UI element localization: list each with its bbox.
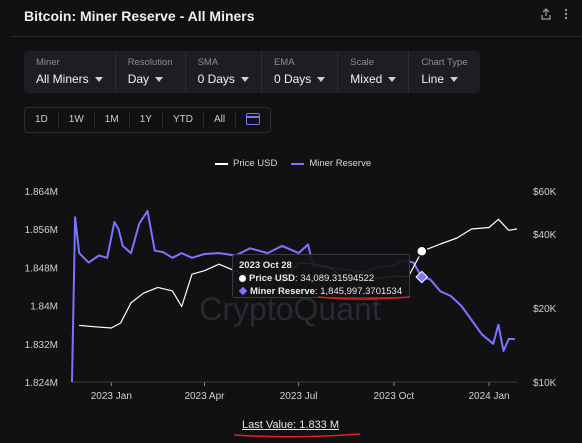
tooltip-reserve-value: 1,845,997.3701534	[320, 286, 403, 297]
header-divider	[12, 36, 582, 37]
y2-tick-label: $20K	[533, 304, 557, 315]
x-tick-label: 2023 Jan	[91, 391, 132, 402]
tooltip-annotation-underline	[317, 296, 411, 300]
y2-tick-label: $60K	[533, 187, 557, 198]
tooltip-reserve-label: Miner Reserve	[250, 286, 315, 297]
share-icon[interactable]	[540, 8, 552, 23]
last-value-label: Last Value: 1.833 M	[242, 419, 340, 431]
chart-type-select-value: Line	[421, 72, 444, 86]
calendar-button[interactable]	[236, 113, 270, 127]
price-hover-marker	[416, 245, 428, 258]
tooltip-price-value: 34,089.31594522	[300, 273, 375, 284]
chevron-down-icon	[94, 77, 103, 83]
miner-select-label: Miner	[36, 57, 60, 68]
range-1w-button[interactable]: 1W	[59, 113, 95, 127]
ema-select-label: EMA	[273, 57, 295, 68]
tooltip-price-row: Price USD: 34,089.31594522	[239, 272, 403, 285]
x-tick-label: 2023 Oct	[374, 391, 415, 402]
reserve-diamond-icon	[238, 286, 248, 296]
range-all-button[interactable]: All	[204, 113, 237, 127]
reserve-hover-marker	[415, 270, 429, 284]
ema-select-value: 0 Days	[273, 72, 312, 86]
legend-reserve[interactable]: Miner Reserve	[291, 158, 371, 169]
time-range-bar: 1D 1W 1M 1Y YTD All	[24, 107, 272, 133]
range-1m-button[interactable]: 1M	[95, 113, 130, 127]
range-1y-button[interactable]: 1Y	[130, 113, 163, 127]
resolution-select-label: Resolution	[127, 57, 173, 68]
more-vertical-icon[interactable]	[564, 8, 568, 23]
legend-price-label: Price USD	[233, 158, 278, 169]
y-tick-label: 1.856M	[25, 225, 58, 236]
tooltip-price-label: Price USD	[249, 273, 295, 284]
miner-select[interactable]: Miner All Miners	[24, 51, 116, 93]
chevron-down-icon	[155, 77, 164, 83]
scale-select[interactable]: Scale Mixed	[338, 51, 410, 93]
calendar-icon	[246, 113, 261, 125]
legend-reserve-swatch	[291, 162, 305, 165]
scale-select-label: Scale	[350, 57, 375, 68]
last-value-annotation-underline	[233, 433, 361, 438]
y-tick-label: 1.848M	[25, 263, 58, 274]
sma-select[interactable]: SMA 0 Days	[186, 51, 262, 93]
scale-select-value: Mixed	[350, 72, 383, 86]
y-tick-label: 1.84M	[30, 302, 58, 313]
resolution-select-value: Day	[127, 72, 150, 86]
chart-type-select[interactable]: Chart Type Line	[409, 51, 479, 93]
chart-title: Bitcoin: Miner Reserve - All Miners	[24, 8, 255, 24]
range-1d-button[interactable]: 1D	[25, 113, 59, 127]
miner-select-value: All Miners	[36, 72, 89, 86]
x-tick-label: 2023 Jul	[280, 391, 318, 402]
y-tick-label: 1.824M	[25, 378, 58, 389]
sma-select-label: SMA	[197, 57, 219, 68]
chart-options-bar: Miner All Miners Resolution Day SMA 0 Da…	[24, 51, 480, 93]
tooltip-reserve-row: Miner Reserve: 1,845,997.3701534	[238, 285, 403, 298]
price-dot-icon	[239, 275, 246, 282]
chart-tooltip: 2023 Oct 28 Price USD: 34,089.31594522 M…	[232, 254, 410, 298]
y-tick-label: 1.832M	[25, 340, 58, 351]
y2-tick-label: $40K	[533, 230, 557, 241]
legend-reserve-label: Miner Reserve	[309, 158, 372, 169]
y2-tick-label: $10K	[533, 378, 557, 389]
range-ytd-button[interactable]: YTD	[163, 113, 204, 127]
x-tick-label: 2024 Jan	[468, 391, 509, 402]
chevron-down-icon	[450, 77, 458, 83]
legend-price[interactable]: Price USD	[215, 158, 277, 169]
ema-select[interactable]: EMA 0 Days	[262, 51, 339, 93]
sma-select-value: 0 Days	[197, 72, 235, 86]
x-tick-label: 2023 Apr	[184, 391, 225, 402]
chevron-down-icon	[317, 77, 326, 83]
legend-price-swatch	[215, 162, 228, 165]
chart-legend: Price USD Miner Reserve	[215, 158, 371, 169]
tooltip-date: 2023 Oct 28	[239, 260, 292, 271]
chart-header: Bitcoin: Miner Reserve - All Miners	[0, 0, 582, 34]
chart-type-select-label: Chart Type	[421, 57, 468, 68]
y-tick-label: 1.864M	[25, 187, 58, 198]
chevron-down-icon	[240, 77, 249, 83]
resolution-select[interactable]: Resolution Day	[116, 51, 186, 93]
chevron-down-icon	[388, 77, 397, 83]
